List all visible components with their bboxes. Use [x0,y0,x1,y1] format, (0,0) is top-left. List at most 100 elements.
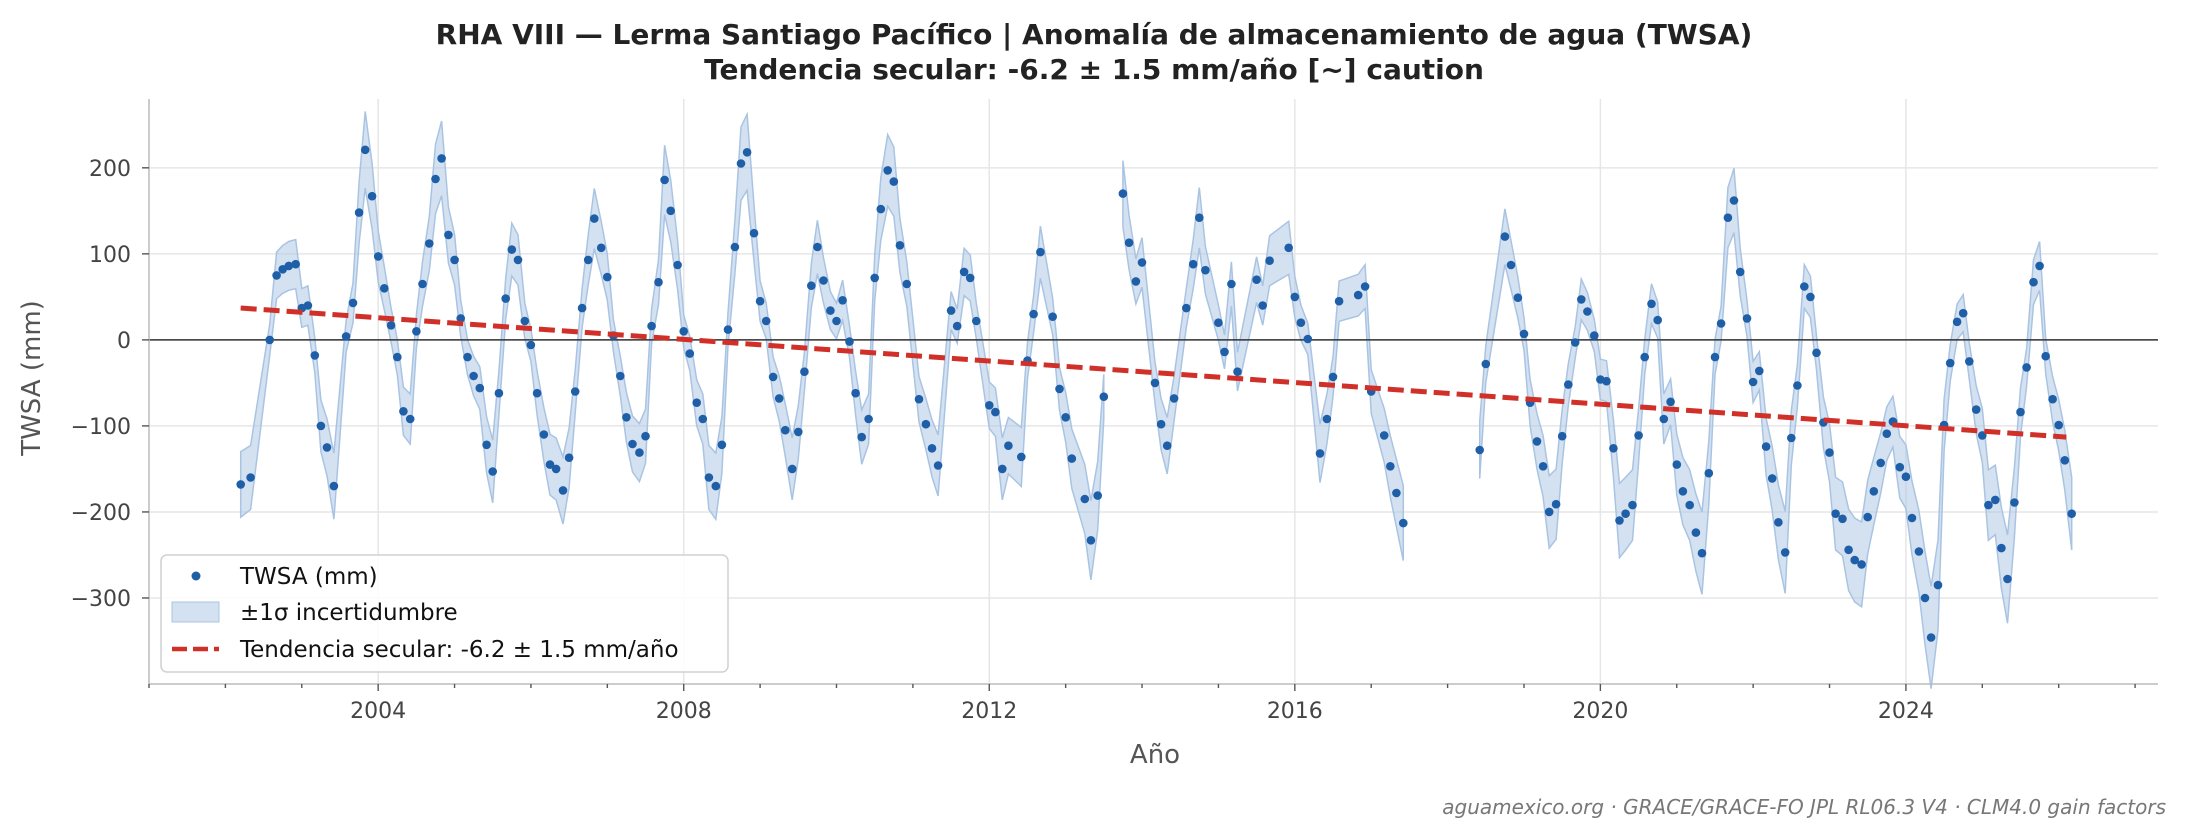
x-tick-label: 2016 [1267,699,1323,724]
twsa-point [570,387,580,396]
legend-trend-label: Tendencia secular: -6.2 ± 1.5 mm/año [239,637,679,663]
twsa-point [1137,258,1147,267]
twsa-point [1392,488,1401,498]
twsa-point [494,388,504,398]
twsa-point [883,166,892,175]
twsa-point [698,414,708,424]
twsa-point [1748,377,1758,387]
twsa-point [1628,500,1637,510]
twsa-point [564,453,574,463]
twsa-point [1519,329,1529,339]
twsa-point [1825,448,1834,457]
twsa-point [1124,238,1134,247]
twsa-point [1691,528,1701,537]
twsa-point [781,425,790,435]
twsa-point [444,230,453,240]
twsa-point [641,431,650,441]
twsa-point [1162,441,1172,451]
x-tick-labels: 2004 2008 2012 2016 2020 2024 [350,699,1934,724]
twsa-point [1570,338,1580,347]
twsa-point [1061,413,1070,422]
twsa-point [1182,303,1191,313]
twsa-point [1672,460,1682,469]
twsa-point [1532,437,1542,446]
twsa-point [558,486,568,495]
chart-subtitle: Tendencia secular: -6.2 ± 1.5 mm/año [~]… [704,53,1484,86]
twsa-point [322,443,332,452]
twsa-point [1716,319,1726,328]
twsa-point [507,245,517,254]
twsa-point [1742,314,1752,323]
twsa-point [1544,507,1554,517]
twsa-point [405,414,415,424]
twsa-point [972,316,981,326]
twsa-point [787,464,797,474]
legend-points-label: TWSA (mm) [239,564,378,590]
twsa-point [660,175,669,185]
band-segment [1478,168,2073,689]
legend-box [160,554,729,673]
twsa-point [647,321,656,331]
twsa-point [1914,547,1924,556]
twsa-point [1621,509,1630,518]
twsa-point [590,214,599,223]
twsa-point [1647,299,1656,309]
twsa-point [1214,318,1223,328]
twsa-point [1602,376,1611,386]
y-tick-label: −300 [71,587,131,612]
twsa-point [284,261,294,271]
twsa-point [1399,518,1408,528]
twsa-point [952,321,962,331]
twsa-point [2067,509,2076,518]
twsa-point [1233,367,1242,377]
twsa-point [1169,394,1179,403]
twsa-point [482,440,491,450]
twsa-point [902,279,912,289]
twsa-point [985,401,994,410]
twsa-point [469,371,478,381]
chart-title: RHA VIII — Lerma Santiago Pacífico | Ano… [436,18,1753,51]
twsa-point [1812,348,1821,358]
twsa-point [1284,243,1293,253]
twsa-point [1678,487,1688,496]
axes [142,99,2158,691]
twsa-point [1901,472,1911,482]
twsa-point [1086,536,1096,545]
twsa-point [654,277,663,287]
twsa-point [889,177,899,186]
twsa-point [813,242,822,252]
twsa-point [1952,317,1962,327]
twsa-point [1653,315,1662,325]
twsa-point [1131,277,1141,286]
twsa-point [526,340,536,350]
twsa-point [1857,560,1866,569]
twsa-point [761,316,771,326]
twsa-point [717,440,727,450]
legend-points-marker [191,571,201,581]
twsa-point [1220,347,1229,357]
twsa-point [1513,293,1523,303]
twsa-point [1685,500,1694,510]
twsa-point [1767,474,1777,483]
twsa-point [2054,420,2063,430]
twsa-point [373,252,383,261]
twsa-point [1697,548,1707,558]
twsa-point [1997,543,2006,553]
twsa-point [2029,277,2038,287]
twsa-point [1895,462,1905,472]
twsa-point [1838,514,1847,524]
twsa-point [551,464,561,474]
source-note: aguamexico.org · GRACE/GRACE-FO JPL RL06… [1442,795,2166,819]
twsa-point [914,394,924,404]
twsa-point [991,407,1000,417]
twsa-point [1017,452,1026,462]
twsa-point [291,259,301,269]
twsa-point [1984,500,1993,510]
twsa-point [1500,232,1510,241]
x-axis-label: Año [1130,740,1180,770]
twsa-point [1634,431,1643,440]
twsa-point [1704,468,1714,478]
twsa-point [927,444,937,453]
twsa-point [431,174,440,184]
twsa-point [310,351,320,360]
